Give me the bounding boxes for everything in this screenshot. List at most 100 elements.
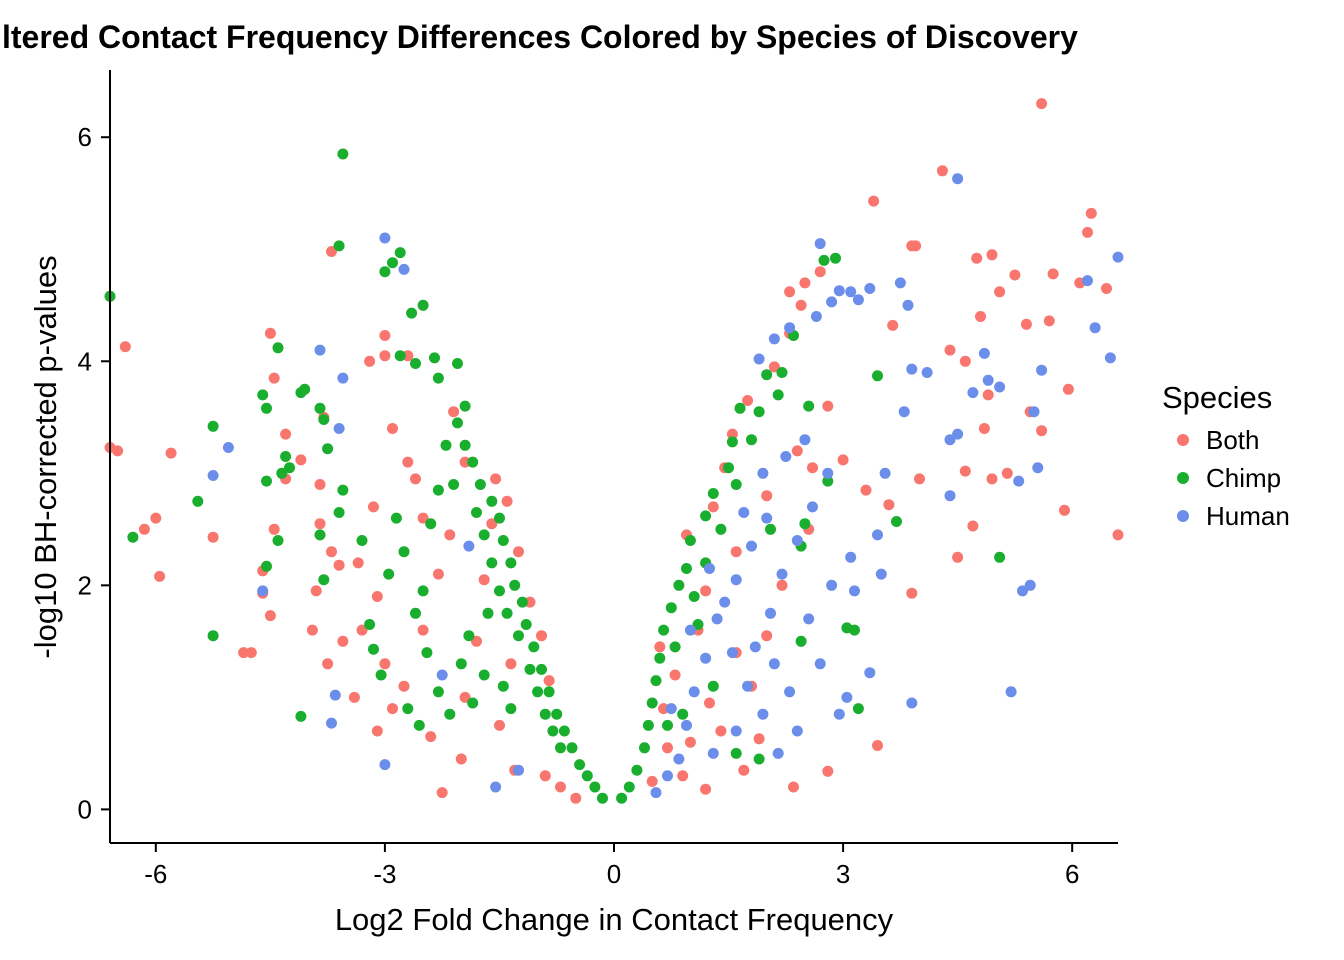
data-point bbox=[379, 330, 391, 341]
data-point bbox=[921, 367, 933, 378]
data-point bbox=[314, 479, 326, 490]
data-point bbox=[459, 400, 471, 412]
data-point bbox=[646, 697, 658, 709]
data-point bbox=[780, 451, 792, 462]
data-point bbox=[795, 299, 807, 311]
data-point bbox=[501, 495, 513, 507]
data-point bbox=[971, 252, 983, 264]
data-point bbox=[1112, 251, 1124, 263]
data-point bbox=[681, 719, 692, 731]
data-point bbox=[390, 512, 402, 524]
data-point bbox=[669, 669, 681, 681]
data-point bbox=[654, 641, 666, 653]
data-point bbox=[700, 783, 712, 795]
data-point bbox=[677, 770, 689, 782]
data-point bbox=[639, 742, 650, 754]
data-point bbox=[700, 585, 712, 597]
data-point bbox=[1112, 529, 1124, 541]
data-point bbox=[868, 195, 880, 207]
y-tick-label: 6 bbox=[78, 122, 92, 152]
data-point bbox=[684, 535, 696, 546]
data-point bbox=[402, 703, 414, 715]
data-point bbox=[967, 520, 979, 532]
data-point bbox=[150, 512, 162, 524]
data-point bbox=[623, 781, 635, 793]
data-point bbox=[994, 286, 1006, 298]
data-point bbox=[730, 574, 742, 586]
data-point bbox=[753, 733, 765, 745]
data-point bbox=[700, 510, 712, 522]
data-point bbox=[452, 417, 463, 429]
data-point bbox=[875, 568, 887, 580]
x-tick-label: 6 bbox=[1065, 859, 1079, 889]
data-point bbox=[944, 344, 956, 356]
data-point bbox=[337, 484, 349, 496]
data-point bbox=[528, 641, 540, 653]
data-point bbox=[1017, 585, 1028, 597]
data-point bbox=[394, 247, 406, 259]
data-point bbox=[795, 635, 807, 647]
series-both bbox=[104, 98, 1124, 804]
data-point bbox=[814, 266, 826, 278]
data-point bbox=[814, 238, 826, 250]
data-point bbox=[776, 367, 788, 378]
data-point bbox=[387, 423, 398, 434]
data-point bbox=[746, 434, 757, 446]
data-point bbox=[368, 501, 379, 513]
data-point bbox=[845, 551, 857, 563]
data-point bbox=[452, 358, 463, 369]
data-point bbox=[799, 277, 811, 289]
x-tick-label: 0 bbox=[607, 859, 621, 889]
data-point bbox=[494, 585, 505, 597]
data-point bbox=[486, 518, 498, 530]
data-point bbox=[822, 467, 834, 479]
data-point bbox=[967, 387, 979, 399]
data-point bbox=[978, 347, 990, 359]
data-point bbox=[379, 759, 391, 771]
data-point bbox=[906, 697, 918, 709]
data-point bbox=[658, 624, 670, 636]
data-point bbox=[154, 570, 166, 582]
data-point bbox=[410, 607, 421, 619]
data-point bbox=[791, 725, 803, 737]
data-point bbox=[734, 402, 746, 414]
data-point bbox=[1085, 207, 1097, 219]
data-point bbox=[127, 531, 139, 543]
data-point bbox=[318, 414, 330, 425]
legend-key-both bbox=[1177, 434, 1189, 446]
data-point bbox=[1047, 268, 1059, 280]
points-layer bbox=[104, 98, 1124, 804]
data-point bbox=[986, 249, 998, 261]
data-point bbox=[261, 475, 272, 487]
data-point bbox=[902, 299, 914, 311]
data-point bbox=[421, 647, 433, 659]
data-point bbox=[280, 428, 292, 440]
data-point bbox=[494, 512, 505, 524]
data-point bbox=[684, 624, 696, 636]
data-point bbox=[295, 454, 307, 466]
data-point bbox=[887, 319, 899, 331]
data-point bbox=[398, 546, 410, 558]
data-point bbox=[761, 630, 773, 642]
data-point bbox=[982, 389, 994, 401]
data-point bbox=[768, 361, 780, 373]
data-point bbox=[738, 507, 750, 518]
data-point bbox=[318, 574, 330, 586]
data-point bbox=[478, 574, 490, 586]
data-point bbox=[356, 535, 368, 546]
data-point bbox=[807, 462, 818, 474]
data-point bbox=[348, 691, 360, 703]
data-point bbox=[539, 770, 551, 782]
data-point bbox=[448, 479, 460, 490]
legend-key-chimp bbox=[1177, 472, 1189, 484]
legend-title: Species bbox=[1162, 380, 1272, 415]
data-point bbox=[872, 529, 883, 541]
data-point bbox=[952, 551, 964, 563]
data-point bbox=[455, 658, 467, 670]
data-point bbox=[810, 311, 822, 322]
data-point bbox=[306, 624, 318, 636]
data-point bbox=[860, 484, 872, 496]
data-point bbox=[497, 535, 509, 546]
data-point bbox=[1009, 269, 1021, 281]
